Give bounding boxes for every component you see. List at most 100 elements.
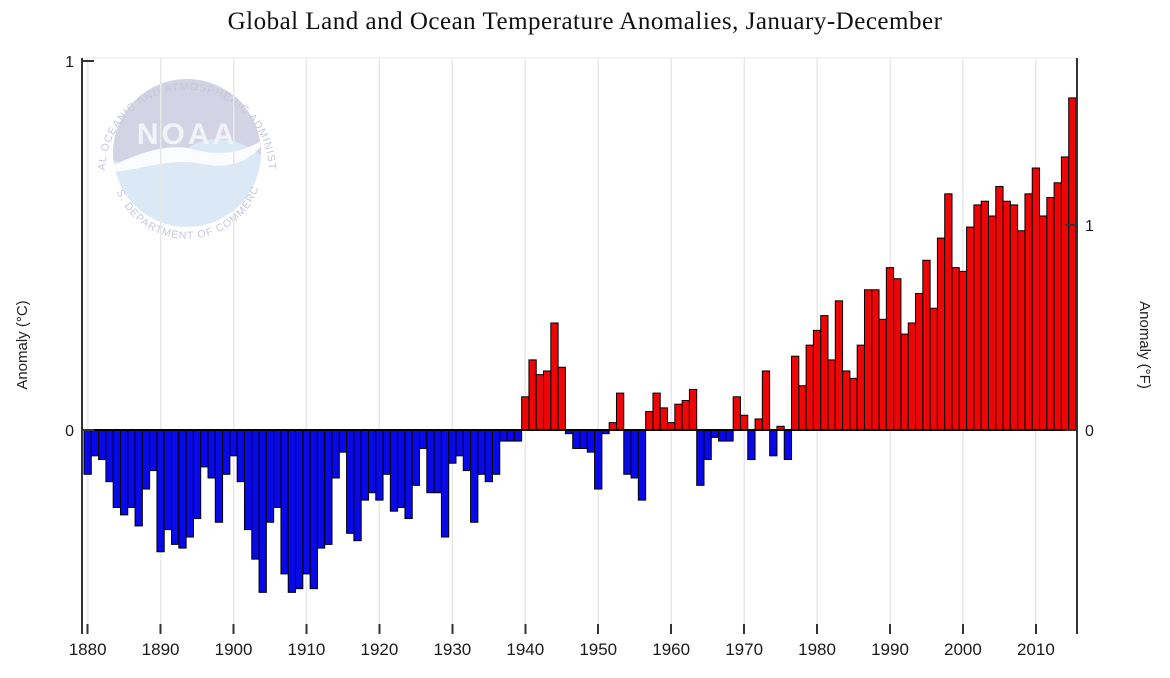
bar-1974 bbox=[769, 429, 778, 457]
left-tick-label-1: 1 bbox=[65, 54, 74, 71]
bar-1897 bbox=[207, 429, 216, 479]
bar-1977 bbox=[791, 355, 800, 431]
bar-2000 bbox=[958, 270, 968, 431]
bar-2003 bbox=[980, 200, 989, 431]
bar-1916 bbox=[346, 429, 355, 534]
bar-1891 bbox=[163, 429, 173, 531]
bar-1999 bbox=[951, 267, 960, 431]
bar-1957 bbox=[645, 411, 654, 431]
bar-2014 bbox=[1060, 156, 1070, 431]
bar-1947 bbox=[572, 429, 581, 449]
bar-2002 bbox=[973, 204, 982, 431]
bar-1913 bbox=[324, 429, 333, 545]
bar-1973 bbox=[761, 370, 771, 431]
bar-1985 bbox=[849, 377, 858, 431]
bar-1929 bbox=[440, 429, 450, 538]
bar-1889 bbox=[149, 429, 158, 472]
bar-1992 bbox=[900, 333, 909, 431]
bar-2005 bbox=[995, 185, 1004, 431]
bar-1998 bbox=[944, 193, 953, 431]
bar-2015 bbox=[1068, 97, 1077, 431]
bar-1925 bbox=[411, 429, 421, 486]
bar-1906 bbox=[273, 429, 282, 508]
x-tick-label-1900: 1900 bbox=[215, 640, 253, 659]
bar-1953 bbox=[615, 392, 625, 431]
bar-1915 bbox=[338, 429, 348, 453]
bar-1896 bbox=[200, 429, 209, 468]
bar-1909 bbox=[295, 429, 304, 590]
bar-2009 bbox=[1024, 193, 1033, 431]
x-tick-label-1920: 1920 bbox=[360, 640, 398, 659]
bar-1926 bbox=[419, 429, 428, 449]
x-tick-label-2010: 2010 bbox=[1017, 640, 1055, 659]
bar-1914 bbox=[331, 429, 340, 479]
bar-2011 bbox=[1039, 215, 1048, 431]
bar-1965 bbox=[703, 429, 712, 461]
bar-1894 bbox=[185, 429, 194, 538]
bar-1931 bbox=[455, 429, 464, 457]
x-tick-label-1930: 1930 bbox=[433, 640, 471, 659]
bar-1886 bbox=[127, 429, 136, 508]
bar-1911 bbox=[309, 429, 318, 590]
bar-2013 bbox=[1053, 182, 1062, 431]
bar-1995 bbox=[922, 259, 931, 431]
bar-1885 bbox=[119, 429, 129, 516]
left-tick-label-0: 0 bbox=[65, 423, 74, 440]
x-tick-label-1880: 1880 bbox=[69, 640, 107, 659]
bar-1934 bbox=[477, 429, 486, 475]
bar-1941 bbox=[528, 359, 537, 431]
right-tick-label-1: 1 bbox=[1085, 218, 1094, 235]
bar-1920 bbox=[375, 429, 384, 501]
bar-1930 bbox=[448, 429, 457, 464]
bar-1971 bbox=[747, 429, 756, 461]
noaa-logo: NOAA NATIONAL OCEANIC AND ATMOSPHERIC AD… bbox=[0, 0, 277, 242]
bar-1880 bbox=[83, 429, 92, 475]
bar-1900 bbox=[229, 429, 238, 457]
x-axis-labels: 1880 1890 1900 1910 1920 1930 1940 1950 1960 1970… bbox=[69, 640, 1055, 659]
noaa-logo-top-half bbox=[113, 79, 261, 167]
x-tick-label-1960: 1960 bbox=[652, 640, 690, 659]
bar-1989 bbox=[878, 318, 887, 431]
bar-1943 bbox=[543, 370, 552, 431]
bar-1982 bbox=[827, 359, 836, 431]
bar-1887 bbox=[134, 429, 143, 527]
bar-1933 bbox=[470, 429, 479, 523]
bar-1980 bbox=[812, 329, 822, 431]
bar-1962 bbox=[681, 399, 690, 431]
bar-1908 bbox=[287, 429, 297, 593]
bar-2012 bbox=[1046, 197, 1055, 431]
x-tick-label-1940: 1940 bbox=[506, 640, 544, 659]
bar-1882 bbox=[98, 429, 107, 461]
bar-1890 bbox=[156, 429, 165, 553]
bar-1968 bbox=[725, 429, 734, 442]
x-tick-label-1970: 1970 bbox=[725, 640, 763, 659]
bar-1898 bbox=[214, 429, 224, 523]
bar-1923 bbox=[397, 429, 406, 508]
bar-1937 bbox=[499, 429, 508, 442]
bar-2010 bbox=[1031, 167, 1041, 431]
bar-1904 bbox=[258, 429, 267, 593]
bar-1902 bbox=[243, 429, 253, 531]
bar-1924 bbox=[404, 429, 413, 520]
bar-1959 bbox=[659, 407, 669, 431]
bar-1917 bbox=[353, 429, 362, 542]
bar-1939 bbox=[513, 429, 523, 442]
bar-2004 bbox=[987, 215, 997, 431]
bar-1986 bbox=[856, 344, 865, 431]
bar-1960 bbox=[667, 422, 676, 431]
noaa-logo-acronym: NOAA bbox=[137, 118, 237, 151]
bar-1950 bbox=[594, 429, 603, 490]
bar-1984 bbox=[842, 370, 851, 431]
bar-1932 bbox=[462, 429, 472, 472]
bar-1963 bbox=[688, 388, 698, 431]
bar-1961 bbox=[674, 403, 683, 431]
bar-1970 bbox=[739, 414, 749, 431]
bar-1910 bbox=[302, 429, 311, 575]
bar-2008 bbox=[1017, 230, 1026, 431]
bar-1997 bbox=[936, 237, 946, 431]
x-tick-label-1950: 1950 bbox=[579, 640, 617, 659]
bar-1994 bbox=[915, 292, 924, 431]
right-tick-label-0: 0 bbox=[1085, 423, 1094, 440]
bar-1944 bbox=[550, 322, 559, 431]
